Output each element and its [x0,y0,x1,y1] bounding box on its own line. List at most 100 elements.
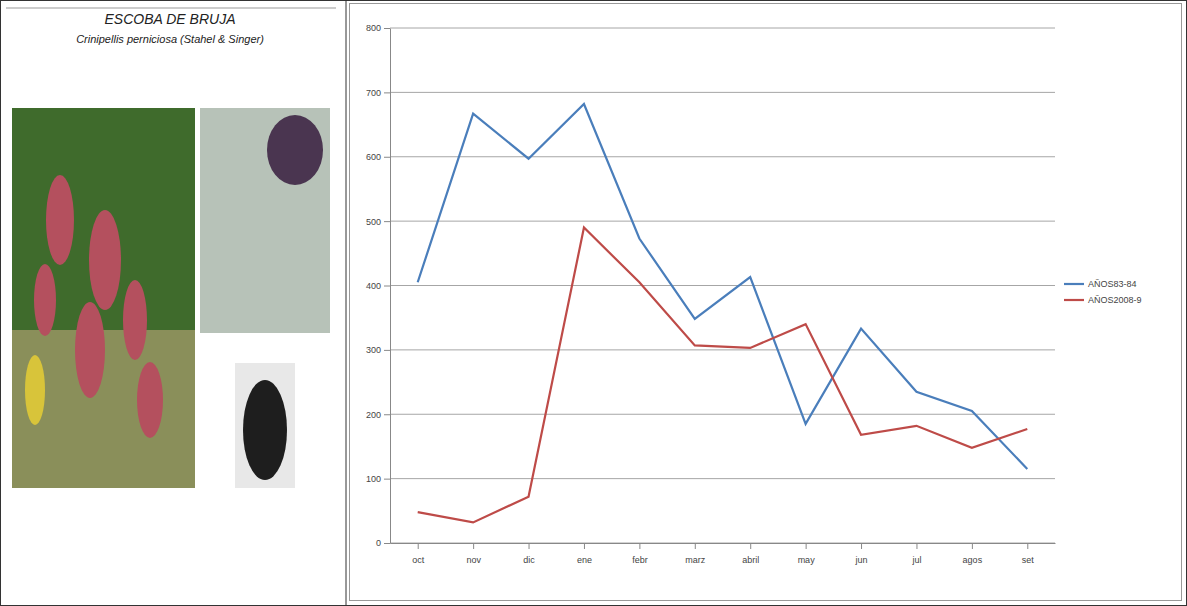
tick-mark [384,350,390,351]
tick-label: nov [466,555,481,565]
tick-mark [916,543,917,549]
tick-mark [418,543,419,549]
y-axis-line [390,29,391,544]
photo [235,363,295,488]
tick-label: febr [632,555,648,565]
tick: nov [466,543,481,565]
photo-detail [123,280,147,360]
legend: AÑOS83-84AÑOS2008-9 [1064,279,1142,305]
grid-line [390,92,1055,93]
tick-label: agos [963,555,983,565]
tick: 100 [366,474,390,484]
y-axis: 0 100 200 300 400 500 600 700 800 [366,23,391,548]
tick-mark [695,543,696,549]
tick: jul [911,543,921,565]
tick: agos [963,543,983,565]
tick-mark [384,92,390,93]
tick-label: 0 [376,538,381,548]
tick-mark [972,543,973,549]
tick: may [798,543,816,565]
tick-label: 500 [366,217,381,227]
tick: 800 [366,23,390,33]
tick-label: 200 [366,410,381,420]
tick: jun [855,543,868,565]
tick-label: ene [577,555,592,565]
photo-detail [34,264,56,336]
photo-detail [89,210,121,310]
tick-mark [384,414,390,415]
tick-mark [384,286,390,287]
tick-label: 700 [366,88,381,98]
tick-mark [384,543,390,544]
tick: 600 [366,152,390,162]
tick-label: marz [685,555,705,565]
photo-detail [75,302,105,398]
legend-swatch [1064,283,1084,285]
tick: 0 [376,538,390,548]
series-line [418,228,1028,523]
grid-line [390,221,1055,222]
tick-mark [639,543,640,549]
tick-label: jul [911,555,921,565]
tick-label: jun [855,555,868,565]
grid-line [390,349,1055,350]
photo-detail [25,355,45,425]
tick: 500 [366,217,390,227]
tick-label: oct [412,555,425,565]
divider [346,0,347,606]
tick: 300 [366,345,390,355]
chart-frame [350,4,1182,601]
tick-mark [384,479,390,480]
photo-detail [243,380,287,480]
tick-label: 600 [366,152,381,162]
tick-label: set [1022,555,1035,565]
panel-subtitle: Crinipellis perniciosa (Stahel & Singer) [76,33,264,45]
top-rule [6,8,336,9]
tick-mark [806,543,807,549]
tick: oct [412,543,425,565]
tick-mark [861,543,862,549]
lines [418,104,1028,522]
grid-line [390,285,1055,286]
x-axis: oct nov dic ene febr marz abril may jun jul agos se… [391,543,1056,565]
grid-line [390,414,1055,415]
tick: abril [742,543,759,565]
tick: set [1022,543,1035,565]
tick-label: 800 [366,23,381,33]
grid-line [390,28,1055,29]
tick: 700 [366,88,390,98]
grid-line [390,478,1055,479]
x-axis-line [391,543,1056,544]
tick-label: abril [742,555,759,565]
tick-label: dic [523,555,535,565]
tick-mark [384,157,390,158]
tick-mark [1027,543,1028,549]
tick-mark [473,543,474,549]
tick-label: 400 [366,281,381,291]
tick: 400 [366,281,390,291]
outer-frame [1,1,1187,606]
tick: dic [523,543,535,565]
photo-detail [46,175,74,265]
panel-title: ESCOBA DE BRUJA [105,11,236,27]
photo [12,108,195,488]
figure: ESCOBA DE BRUJA Crinipellis perniciosa (S… [0,0,1187,606]
tick: ene [577,543,592,565]
tick: febr [632,543,648,565]
legend-swatch [1064,299,1084,301]
grid-line [390,543,1055,544]
photo [200,108,330,333]
series-line [418,104,1028,469]
photo-detail [137,362,163,438]
tick-mark [384,221,390,222]
photos [12,108,330,488]
tick-mark [584,543,585,549]
tick-mark [384,28,390,29]
grid [390,28,1055,543]
legend-label: AÑOS83-84 [1088,279,1137,289]
tick-mark [529,543,530,549]
tick: 200 [366,410,390,420]
tick: marz [685,543,705,565]
photo-detail [267,115,323,185]
tick-label: may [798,555,816,565]
